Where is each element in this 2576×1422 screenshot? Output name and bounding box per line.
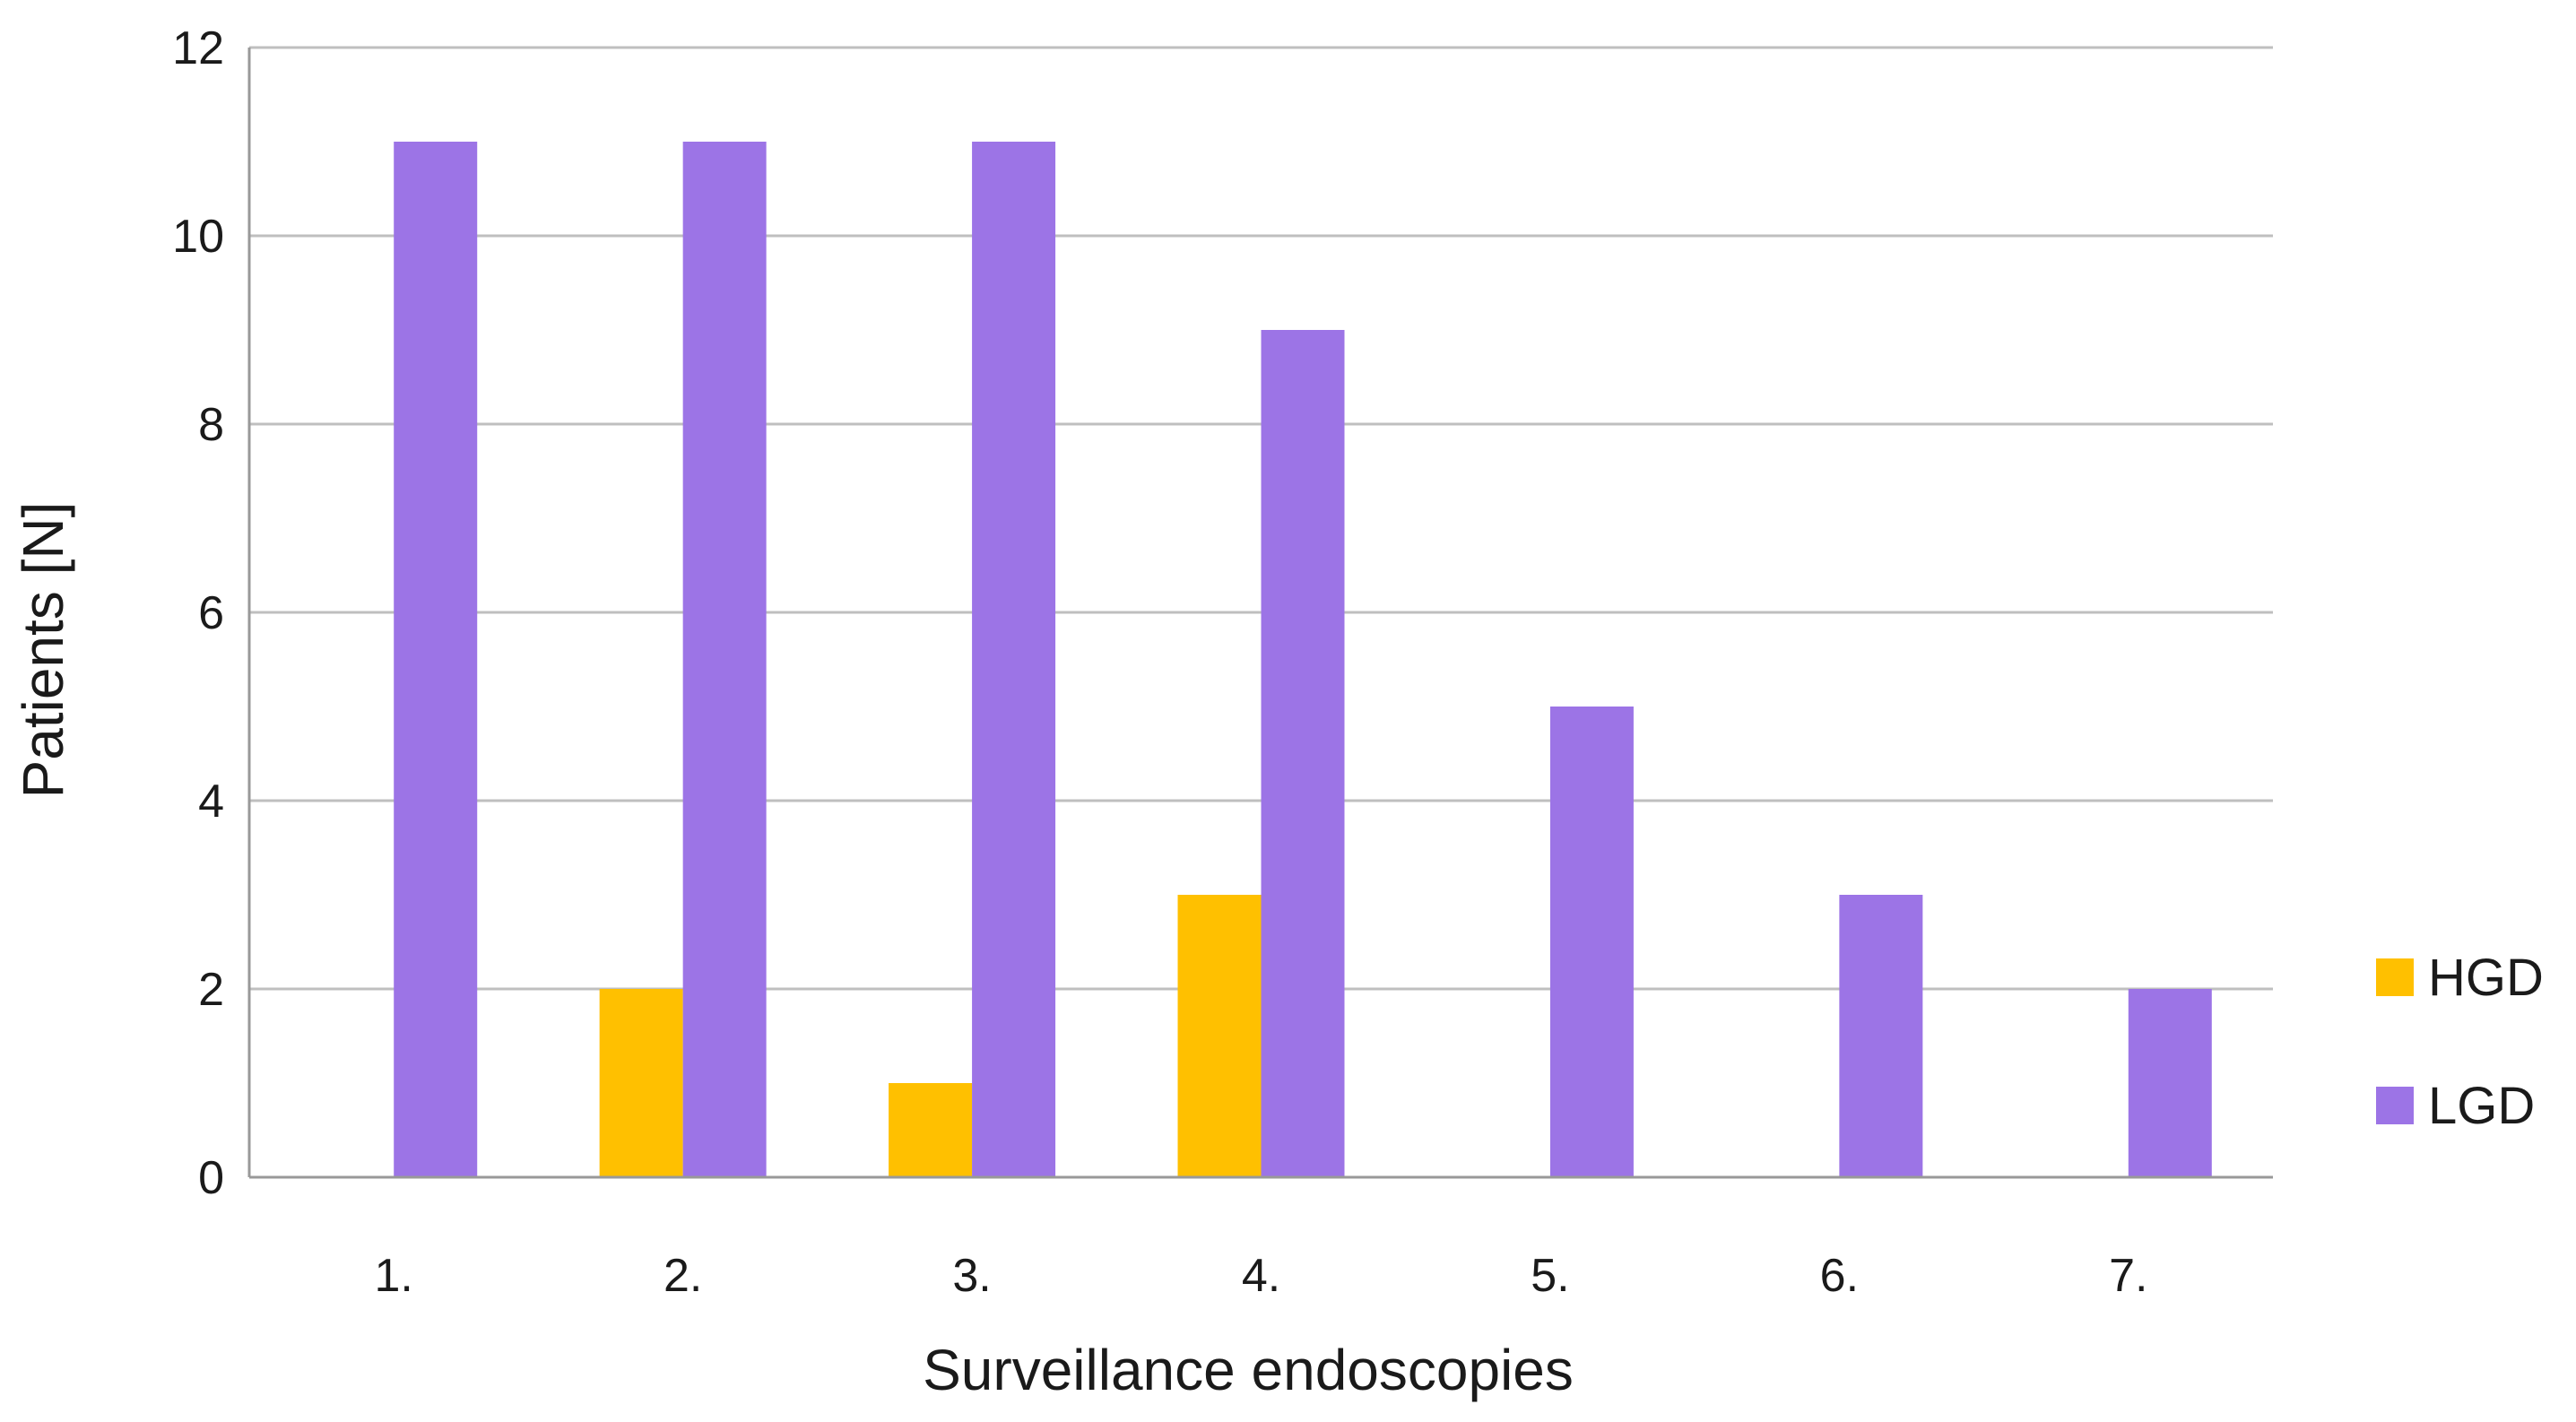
bar-lgd-5 <box>1549 707 1634 1177</box>
bar-hgd-2 <box>599 989 683 1177</box>
legend-label-lgd: LGD <box>2428 1077 2535 1135</box>
x-tick-label: 6. <box>1820 1250 1859 1302</box>
legend-swatch-lgd <box>2376 1087 2414 1124</box>
x-tick-label: 5. <box>1531 1250 1569 1302</box>
x-tick-labels: 1. 2. 3. 4. 5. 6. 7. <box>375 1250 2148 1302</box>
x-tick-label: 3. <box>952 1250 991 1302</box>
y-tick-label: 10 <box>172 211 224 263</box>
bar-lgd-7 <box>2128 989 2212 1177</box>
legend-label-hgd: HGD <box>2428 949 2544 1007</box>
bar-lgd-6 <box>1839 895 1923 1177</box>
y-tick-labels: 0 2 4 6 8 10 12 <box>172 22 224 1204</box>
bar-lgd-2 <box>682 142 767 1177</box>
legend-swatch-hgd <box>2376 958 2414 996</box>
bar-lgd-4 <box>1261 330 1345 1177</box>
y-tick-label: 4 <box>198 776 224 828</box>
y-axis-label: Patients [N] <box>11 502 75 799</box>
legend: HGD LGD <box>2376 949 2544 1135</box>
bar-hgd-4 <box>1177 895 1262 1177</box>
bar-lgd-1 <box>394 142 478 1177</box>
bar-lgd-3 <box>972 142 1056 1177</box>
y-tick-label: 12 <box>172 22 224 74</box>
y-tick-label: 8 <box>198 399 224 451</box>
y-tick-label: 0 <box>198 1152 224 1204</box>
y-tick-label: 6 <box>198 587 224 639</box>
bar-hgd-3 <box>889 1083 973 1177</box>
bars <box>394 142 2212 1177</box>
x-tick-label: 1. <box>375 1250 413 1302</box>
axes <box>247 48 2273 1179</box>
x-tick-label: 4. <box>1242 1250 1280 1302</box>
x-axis-label: Surveillance endoscopies <box>923 1338 1574 1402</box>
x-tick-label: 7. <box>2109 1250 2147 1302</box>
y-tick-label: 2 <box>198 964 224 1016</box>
x-tick-label: 2. <box>664 1250 702 1302</box>
